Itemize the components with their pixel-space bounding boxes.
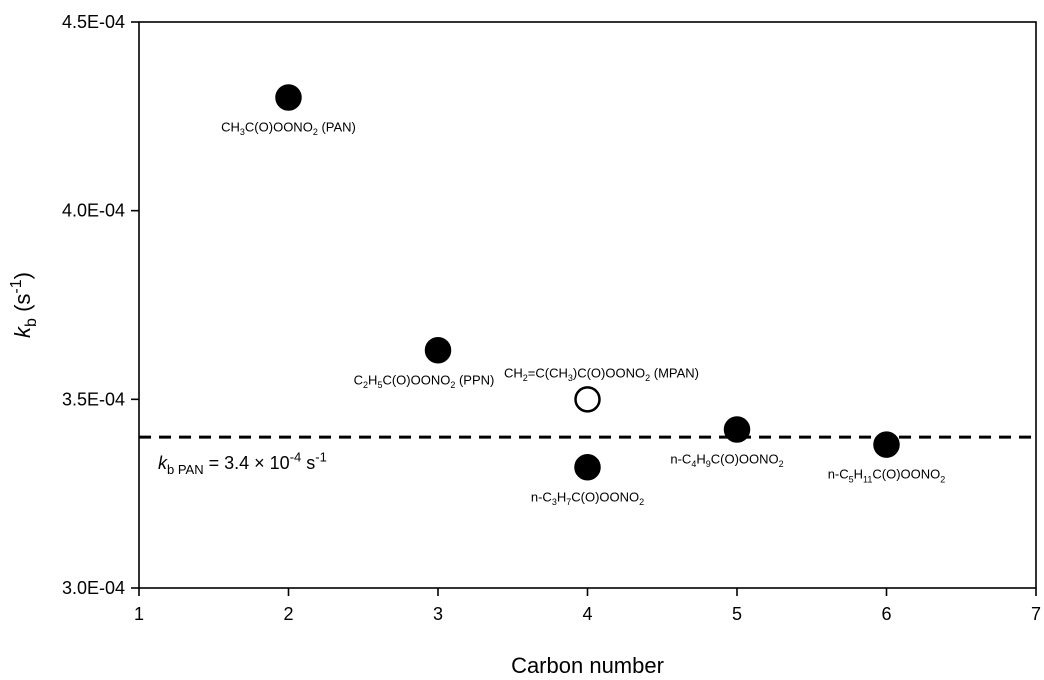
- data-point-label: n-C4​H9​C(O)OONO2​: [670, 452, 783, 470]
- data-point-labels: CH3​C(O)OONO2​ (PAN) C2​H5​C(O)OONO2​ (PP…: [221, 119, 945, 506]
- data-point: [424, 337, 452, 364]
- data-point-open: [574, 386, 601, 413]
- data-point-label: CH3​C(O)OONO2​ (PAN): [221, 119, 356, 137]
- x-tick-label: 2: [283, 604, 293, 624]
- x-tick-label: 3: [433, 604, 443, 624]
- x-tick-label: 6: [881, 604, 891, 624]
- data-point: [723, 416, 751, 443]
- data-point-label: n-C3​H7​C(O)OONO2​: [531, 489, 644, 507]
- data-point: [574, 454, 601, 481]
- data-points: [275, 84, 900, 481]
- data-point: [873, 431, 900, 458]
- data-point-label: n-C5​H11​C(O)OONO2​: [828, 467, 946, 485]
- reference-line-label: kb PAN​ = 3.4 × 10-4​ s-1​: [158, 450, 327, 478]
- data-point: [275, 84, 302, 111]
- data-point-label: CH2​=C(CH3​)C(O)OONO2​ (MPAN): [504, 365, 699, 383]
- data-point-label: C2​H5​C(O)OONO2​ (PPN): [354, 372, 495, 390]
- x-tick-label: 7: [1031, 604, 1041, 624]
- y-axis-title: kb​ (s-1​): [8, 272, 40, 338]
- y-tick-label: 4.0E-04: [62, 201, 125, 221]
- y-tick-label: 3.5E-04: [62, 389, 125, 409]
- x-axis-title: Carbon number: [511, 653, 664, 678]
- axes: 1 2 3 4 5 6 7 3.0E-04 3.5E-04 4.0E-04 4.5E-04: [62, 12, 1041, 624]
- x-tick-label: 4: [582, 604, 592, 624]
- x-tick-label: 1: [134, 604, 144, 624]
- y-tick-label: 4.5E-04: [62, 12, 125, 32]
- x-tick-label: 5: [732, 604, 742, 624]
- y-tick-label: 3.0E-04: [62, 578, 125, 598]
